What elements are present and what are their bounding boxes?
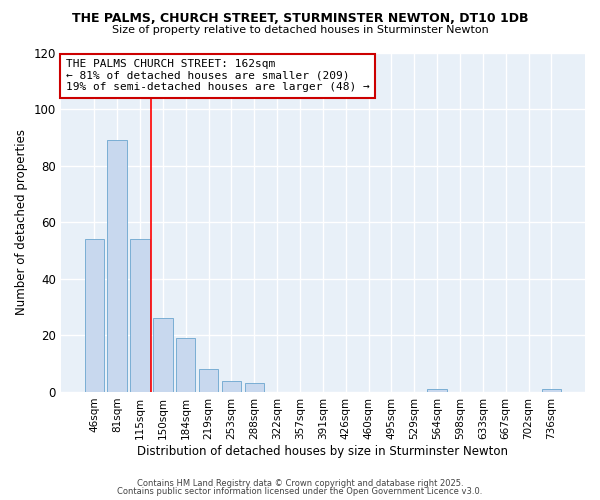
Text: Contains public sector information licensed under the Open Government Licence v3: Contains public sector information licen…	[118, 487, 482, 496]
Bar	[427, 389, 447, 392]
Bar	[153, 318, 173, 392]
Bar	[222, 380, 241, 392]
Bar	[245, 384, 264, 392]
X-axis label: Distribution of detached houses by size in Sturminster Newton: Distribution of detached houses by size …	[137, 444, 508, 458]
Y-axis label: Number of detached properties: Number of detached properties	[15, 129, 28, 315]
Bar	[107, 140, 127, 392]
Text: THE PALMS, CHURCH STREET, STURMINSTER NEWTON, DT10 1DB: THE PALMS, CHURCH STREET, STURMINSTER NE…	[72, 12, 528, 26]
Bar	[199, 370, 218, 392]
Text: THE PALMS CHURCH STREET: 162sqm
← 81% of detached houses are smaller (209)
19% o: THE PALMS CHURCH STREET: 162sqm ← 81% of…	[66, 60, 370, 92]
Bar	[176, 338, 196, 392]
Bar	[85, 239, 104, 392]
Text: Contains HM Land Registry data © Crown copyright and database right 2025.: Contains HM Land Registry data © Crown c…	[137, 478, 463, 488]
Text: Size of property relative to detached houses in Sturminster Newton: Size of property relative to detached ho…	[112, 25, 488, 35]
Bar	[542, 389, 561, 392]
Bar	[130, 239, 150, 392]
